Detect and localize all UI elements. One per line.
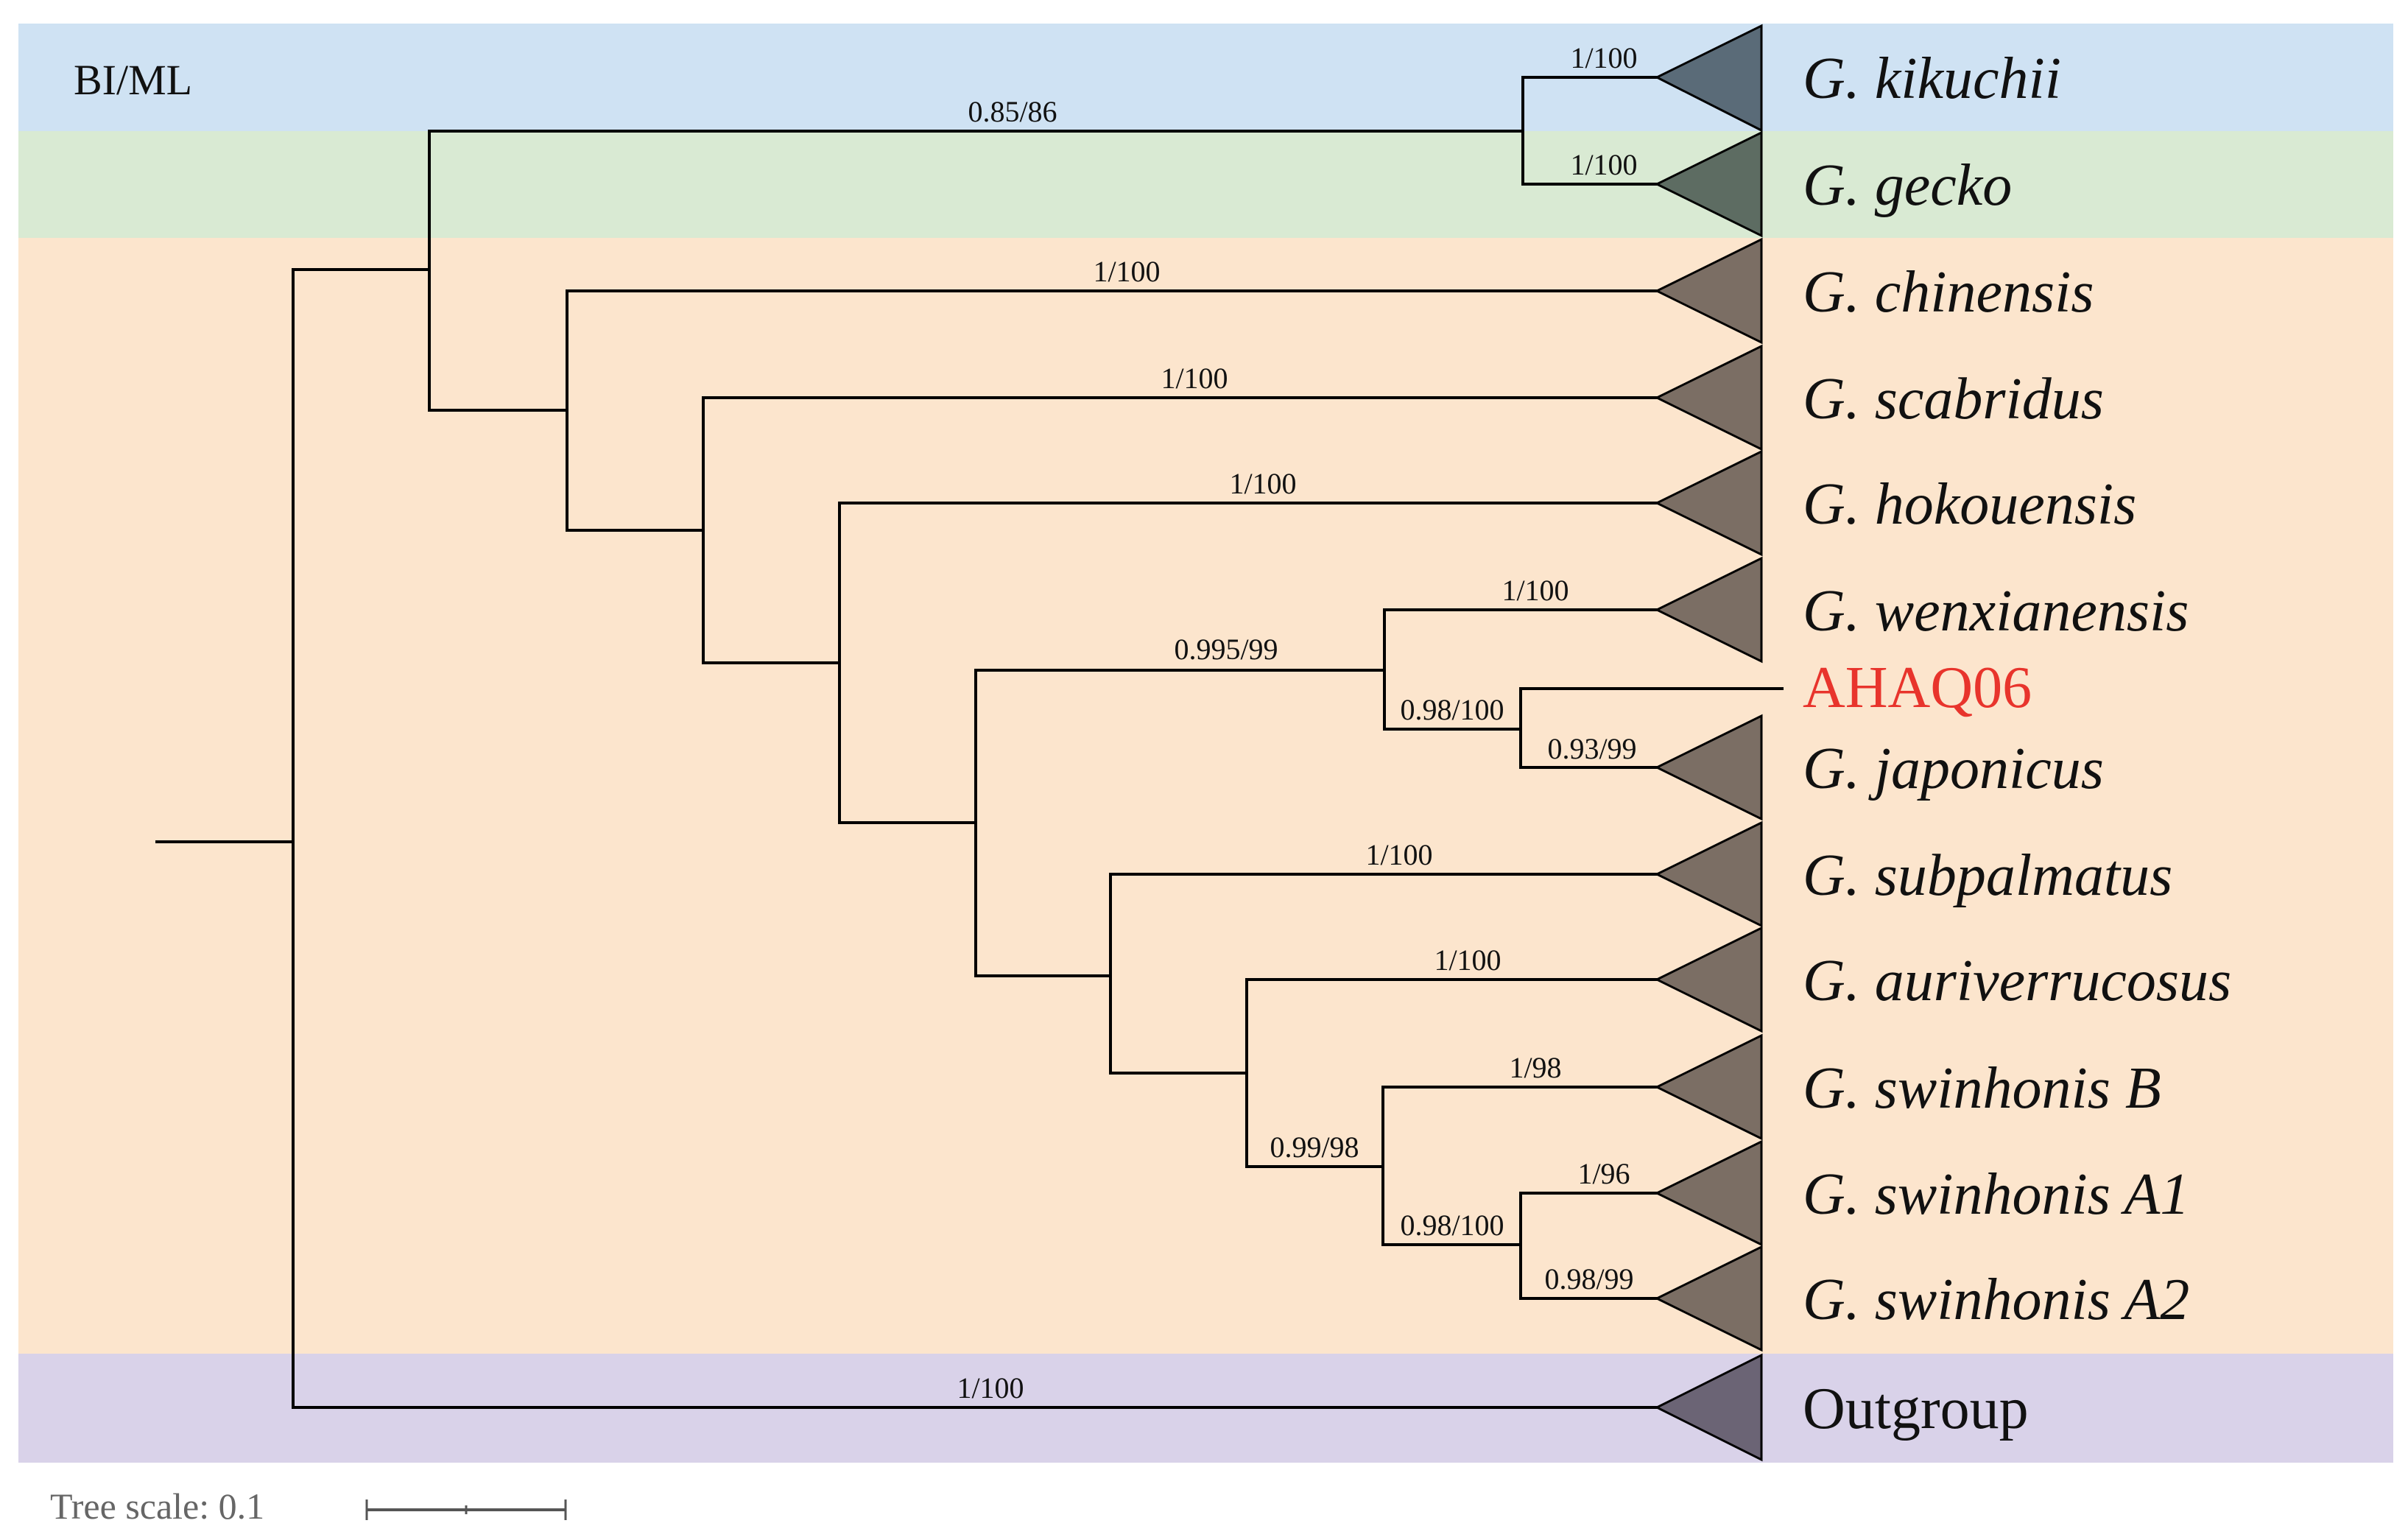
taxon-subpalmatus: G. subpalmatus [1803, 843, 2172, 908]
band-kikuchii [18, 24, 2393, 131]
taxon-chinensis: G. chinensis [1803, 260, 2094, 325]
support-gecko: 1/100 [1570, 148, 1637, 181]
clade-triangle-swinhonisB [1654, 1033, 1763, 1141]
taxon-gecko: G. gecko [1803, 153, 2012, 218]
clade-triangle-gecko [1654, 130, 1763, 238]
support-scabridus: 1/100 [1161, 362, 1228, 395]
tree-scale: Tree scale: 0.1 [50, 1485, 567, 1527]
taxon-hokouensis: G. hokouensis [1803, 472, 2136, 537]
support-outgroup: 1/100 [957, 1371, 1024, 1404]
clade-triangle-outgroup [1654, 1353, 1763, 1462]
support-kikuchii-gecko: 0.85/86 [968, 95, 1057, 128]
clade-triangle-kikuchii [1654, 24, 1763, 133]
taxon-scabridus: G. scabridus [1803, 367, 2104, 432]
branches [155, 76, 1784, 1409]
taxon-swinhonisA1: G. swinhonis A1 [1803, 1162, 2189, 1227]
support-kikuchii: 1/100 [1570, 41, 1637, 74]
support-swinB-clade: 0.99/98 [1270, 1131, 1359, 1164]
support-values: 1/100 1/100 0.85/86 1/100 1/100 1/100 1/… [957, 41, 1637, 1404]
support-swinhonisA2: 0.98/99 [1544, 1262, 1633, 1295]
taxon-outgroup: Outgroup [1803, 1376, 2029, 1441]
support-ahaq-jap: 0.98/100 [1400, 693, 1504, 726]
clade-triangle-chinensis [1654, 237, 1763, 345]
support-wenxianensis: 1/100 [1502, 574, 1569, 607]
support-chinensis: 1/100 [1093, 255, 1160, 288]
taxon-labels: G. kikuchii G. gecko G. chinensis G. sca… [1803, 46, 2231, 1441]
support-wenx-clade: 0.995/99 [1174, 633, 1278, 666]
taxon-kikuchii: G. kikuchii [1803, 46, 2061, 111]
support-swinhonisB: 1/98 [1509, 1051, 1561, 1084]
taxon-auriverrucosus: G. auriverrucosus [1803, 949, 2231, 1013]
support-hokouensis: 1/100 [1229, 467, 1296, 500]
collapsed-clades [1654, 24, 1763, 1462]
support-japonicus: 0.93/99 [1547, 732, 1636, 765]
clade-triangle-swinhonisA1 [1654, 1139, 1763, 1247]
clade-triangle-swinhonisA2 [1654, 1245, 1763, 1352]
support-subpalmatus: 1/100 [1365, 838, 1432, 871]
clade-triangle-scabridus [1654, 344, 1763, 451]
support-swinhonisA1: 1/96 [1577, 1157, 1630, 1190]
tree-scale-label: Tree scale: 0.1 [50, 1485, 264, 1527]
support-swinA-clade: 0.98/100 [1400, 1209, 1504, 1242]
band-gecko [18, 131, 2393, 238]
taxon-swinhonisB: G. swinhonis B [1803, 1056, 2161, 1121]
clade-bands [18, 24, 2393, 1463]
clade-triangle-subpalmatus [1654, 820, 1763, 928]
clade-triangle-auriverrucosus [1654, 926, 1763, 1033]
clade-triangle-wenxianensis [1654, 556, 1763, 664]
taxon-ahaq06: AHAQ06 [1803, 655, 2032, 720]
support-auriverrucosus: 1/100 [1434, 943, 1501, 977]
clade-triangle-japonicus [1654, 714, 1763, 821]
taxon-swinhonisA2: G. swinhonis A2 [1803, 1267, 2189, 1332]
taxon-japonicus: G. japonicus [1803, 736, 2104, 801]
method-label: BI/ML [74, 56, 192, 104]
clade-triangle-hokouensis [1654, 449, 1763, 557]
taxon-wenxianensis: G. wenxianensis [1803, 579, 2189, 644]
band-ingroup [18, 238, 2393, 1354]
